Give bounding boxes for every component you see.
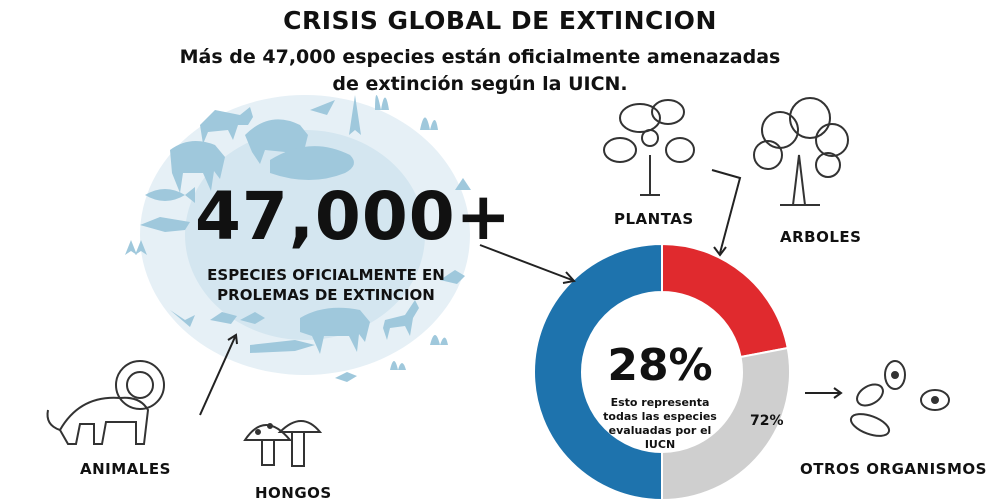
caption-line-1: ESPECIES OFICIALMENTE EN: [207, 266, 445, 284]
donut-desc-line-2: todas las especies: [603, 410, 717, 423]
category-plantas-label: PLANTAS: [614, 210, 694, 228]
caption-line-2: PROLEMAS DE EXTINCION: [217, 286, 435, 304]
donut-desc-line-1: Esto representa: [610, 396, 710, 409]
category-otros-label: OTROS ORGANISMOS: [800, 460, 987, 478]
subtitle-line-1: Más de 47,000 especies están oficialment…: [179, 46, 781, 68]
donut-desc-line-3: evaluadas por el: [608, 424, 712, 437]
category-animales-label: ANIMALES: [80, 460, 171, 478]
page-subtitle: Más de 47,000 especies están oficialment…: [150, 44, 810, 98]
species-count: 47,000+: [195, 178, 512, 255]
arrow-number-to-donut: [479, 244, 573, 281]
species-count-caption: ESPECIES OFICIALMENTE EN PROLEMAS DE EXT…: [186, 265, 466, 305]
category-hongos-label: HONGOS: [255, 484, 332, 502]
microorganism-icon: [849, 360, 950, 437]
donut-gray-label: 72%: [750, 413, 784, 429]
category-arboles-label: ARBOLES: [780, 228, 862, 246]
lion-icon: [46, 360, 165, 445]
arrow-animales: [199, 336, 236, 416]
page-title: CRISIS GLOBAL DE EXTINCION: [283, 6, 717, 35]
tree-icon: [753, 97, 849, 206]
donut-desc-line-4: IUCN: [644, 438, 676, 451]
subtitle-line-2: de extinción según la UICN.: [332, 73, 628, 95]
donut-center-description: Esto representa todas las especies evalu…: [600, 396, 720, 452]
arrow-plantas: [711, 169, 742, 254]
donut-hole: [582, 292, 742, 452]
donut-chart: [533, 242, 791, 500]
mushroom-icon: [243, 420, 323, 467]
flower-icon: [603, 99, 695, 196]
connector-arrows: [199, 169, 843, 416]
donut-center-value: 28%: [607, 340, 713, 391]
animal-silhouettes: [125, 95, 471, 382]
